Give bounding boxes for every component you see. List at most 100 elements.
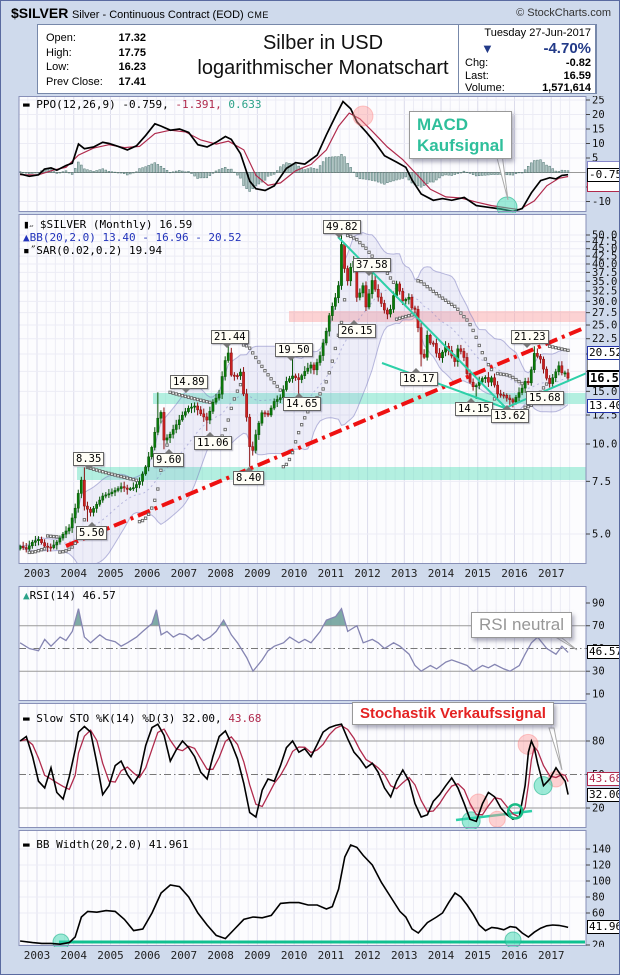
axis-tick-label: -10 bbox=[592, 196, 611, 208]
year-label: 2017 bbox=[537, 567, 565, 580]
year-label: 2017 bbox=[537, 949, 565, 962]
year-label: 2007 bbox=[170, 567, 198, 580]
rsi-value-box: 46.57 bbox=[587, 645, 619, 659]
ticker-name: Silver - Continuous Contract (EOD) bbox=[71, 9, 244, 21]
year-label: 2011 bbox=[317, 949, 345, 962]
axis-tick-label: 15.0 bbox=[592, 386, 617, 398]
chart-title: Silber in USD logarithmischer Monatschar… bbox=[168, 31, 478, 81]
axis-tick-label: 100 bbox=[592, 876, 611, 888]
price-flag: 14.15 bbox=[455, 398, 493, 416]
chg-value: -0.82 bbox=[565, 57, 591, 69]
teal-highlight-circle bbox=[504, 931, 522, 947]
macd-buy-signal-annotation: MACD Kaufsignal bbox=[409, 111, 512, 159]
year-label: 2008 bbox=[207, 949, 234, 962]
year-label: 2004 bbox=[60, 567, 87, 580]
rsi-legend: ▲RSI(14) 46.57 bbox=[23, 589, 116, 602]
axis-tick-label: 5 bbox=[592, 153, 598, 165]
low-value: 16.23 bbox=[118, 61, 146, 73]
chg-label: Chg: bbox=[465, 57, 489, 69]
year-label: 2003 bbox=[23, 567, 51, 580]
year-label: 2014 bbox=[427, 949, 455, 962]
prevclose-value: 17.41 bbox=[118, 75, 146, 88]
price-flag: 21.23 bbox=[511, 330, 549, 348]
bbw-legend: ▬ BB Width(20,2.0) 41.961 bbox=[23, 838, 189, 851]
ppo-value-box: -0.759 bbox=[587, 168, 619, 182]
sto-d-value-box: 43.68 bbox=[587, 772, 619, 786]
axis-tick-label: 10 bbox=[592, 688, 605, 700]
year-label: 2006 bbox=[133, 567, 161, 580]
axis-tick-label: 47.5 bbox=[592, 236, 617, 248]
quote-date: Tuesday 27-Jun-2017 bbox=[484, 27, 591, 39]
price-flag: 11.06 bbox=[194, 432, 232, 450]
line-swatch-icon: ▬ bbox=[23, 98, 37, 111]
axis-tick-label: 45.0 bbox=[592, 243, 617, 255]
year-label: 2015 bbox=[464, 949, 492, 962]
chart-title-line2: logarithmischer Monatschart bbox=[197, 57, 449, 79]
percent-change: -4.70% bbox=[543, 40, 591, 57]
axis-tick-label: 27.5 bbox=[592, 307, 617, 319]
year-label: 2005 bbox=[97, 567, 124, 580]
year-label: 2008 bbox=[207, 567, 234, 580]
price-legend-sar: ▪˝SAR(0.02,0.2) 19.94 bbox=[23, 244, 163, 257]
year-label: 2016 bbox=[501, 949, 528, 962]
price-flag: 8.35 bbox=[73, 452, 105, 470]
volume-value: 1,571,614 bbox=[542, 82, 591, 94]
last-value: 16.59 bbox=[563, 70, 591, 82]
axis-tick-label: 25 bbox=[592, 96, 605, 107]
year-label: 2003 bbox=[23, 949, 51, 962]
line-swatch-icon: ▬ bbox=[23, 712, 37, 725]
year-label: 2010 bbox=[280, 567, 308, 580]
ticker-symbol: $SILVER bbox=[11, 5, 69, 21]
year-label: 2009 bbox=[244, 949, 271, 962]
rsi-neutral-annotation: RSI neutral bbox=[471, 612, 573, 638]
ppo-legend: ▬ PPO(12,26,9) -0.759, -1.391, 0.633 bbox=[23, 98, 262, 111]
bollinger-icon: ▲ bbox=[23, 231, 30, 244]
axis-tick-label: 37.5 bbox=[592, 267, 617, 279]
price-flag: 14.89 bbox=[170, 375, 208, 393]
year-label: 2011 bbox=[317, 567, 345, 580]
year-label: 2006 bbox=[133, 949, 161, 962]
axis-tick-label: 80 bbox=[592, 736, 605, 748]
sto-k-value-box: 32.00 bbox=[587, 788, 619, 802]
teal-highlight-circle bbox=[496, 196, 518, 213]
axis-tick-label: 20 bbox=[592, 109, 605, 121]
axis-tick-label: 30.0 bbox=[592, 296, 617, 308]
rsi-area-icon: ▲ bbox=[23, 589, 30, 602]
ticker-line: $SILVER Silver - Continuous Contract (EO… bbox=[11, 5, 269, 21]
open-label: Open: bbox=[46, 32, 76, 44]
prevclose-label: Prev Close: bbox=[46, 75, 103, 88]
price-flag: 9.60 bbox=[153, 449, 185, 467]
year-label: 2014 bbox=[427, 567, 455, 580]
axis-tick-label: 30 bbox=[592, 666, 605, 678]
bbwidth-panel: 140 120 100 80 60 20 bbox=[18, 830, 611, 948]
axis-tick-label: 20 bbox=[592, 940, 605, 948]
price-flag: 21.44 bbox=[211, 330, 249, 348]
year-label: 2005 bbox=[97, 949, 124, 962]
axis-tick-label: 90 bbox=[592, 598, 605, 610]
price-flag: 26.15 bbox=[338, 320, 376, 338]
price-panel: pro aurum50.047.545.042.540.037.535.032.… bbox=[18, 214, 617, 564]
year-label: 2012 bbox=[354, 949, 381, 962]
rsi-panel: 9070503010 bbox=[18, 586, 605, 701]
price-flag: 18.17 bbox=[400, 368, 438, 386]
bbw-value-box: 41.961 bbox=[587, 920, 619, 934]
volume-label: Volume: bbox=[465, 82, 505, 94]
axis-tick-label: 20 bbox=[592, 803, 605, 815]
year-label: 2009 bbox=[244, 567, 271, 580]
axis-tick-label: 50.0 bbox=[592, 230, 617, 242]
open-value: 17.32 bbox=[118, 32, 146, 44]
ring-highlight-circle bbox=[506, 803, 524, 820]
axis-tick-label: 120 bbox=[592, 860, 611, 872]
axis-tick-label: 60 bbox=[592, 908, 605, 920]
axis-tick-label: 140 bbox=[592, 844, 611, 856]
price-flag: 14.65 bbox=[283, 393, 321, 411]
price-flag: 19.50 bbox=[275, 343, 313, 361]
candlestick-icon: ▮˶ bbox=[23, 218, 34, 231]
pink-highlight-circle bbox=[468, 793, 488, 813]
axis-tick-label: 15 bbox=[592, 124, 605, 136]
year-label: 2013 bbox=[391, 949, 418, 962]
sto-legend: ▬ Slow STO %K(14) %D(3) 32.00, 43.68 bbox=[23, 712, 262, 725]
axis-tick-label: 70 bbox=[592, 620, 605, 632]
